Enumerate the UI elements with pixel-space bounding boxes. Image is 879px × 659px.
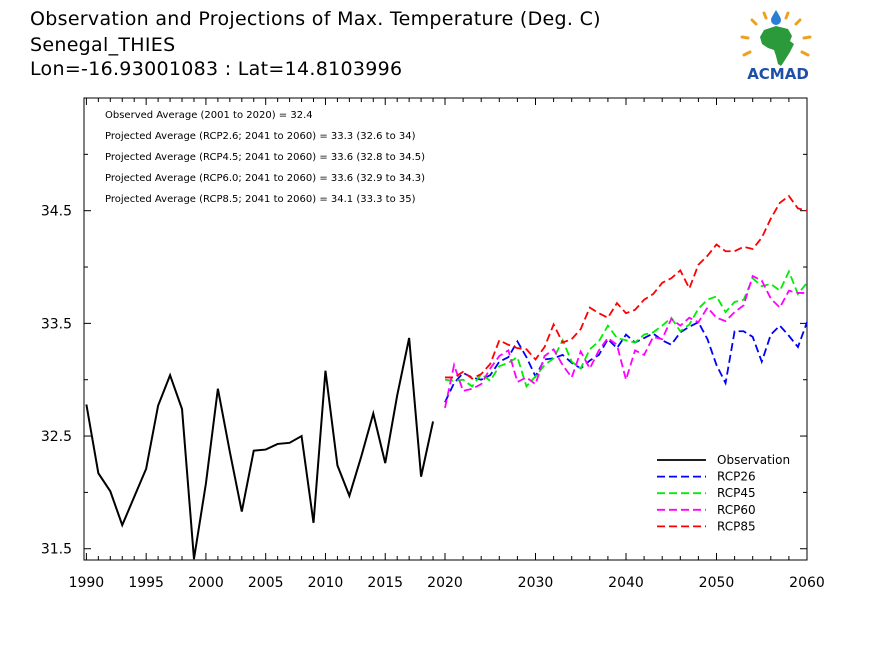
legend-label: RCP26 xyxy=(717,470,756,484)
x-tick-label: 2010 xyxy=(308,575,344,591)
station-name: Senegal_THIES xyxy=(30,34,176,56)
x-tick-label: 2020 xyxy=(427,575,463,591)
y-tick-label: 34.5 xyxy=(41,204,72,220)
x-tick-label: 1995 xyxy=(128,575,164,591)
annotation-text: Projected Average (RCP6.0; 2041 to 2060)… xyxy=(105,173,425,184)
africa-map-icon xyxy=(760,26,794,66)
x-tick-label: 2005 xyxy=(248,575,284,591)
legend-label: RCP85 xyxy=(717,519,756,533)
observation-line xyxy=(85,337,435,560)
page-title: Observation and Projections of Max. Temp… xyxy=(30,8,601,30)
annotation-text: Projected Average (RCP8.5; 2041 to 2060)… xyxy=(105,194,416,205)
x-tick-label: 2050 xyxy=(699,575,735,591)
legend-label: Observation xyxy=(717,453,790,467)
y-tick-label: 31.5 xyxy=(41,542,72,558)
x-tick-label: 2060 xyxy=(789,575,825,591)
series-line-rcp85 xyxy=(445,194,808,380)
annotation-text: Projected Average (RCP2.6; 2041 to 2060)… xyxy=(105,131,416,142)
logo-text: ACMAD xyxy=(747,65,809,83)
legend-label: RCP45 xyxy=(717,486,756,500)
legend-label: RCP60 xyxy=(717,503,756,517)
plot-frame xyxy=(83,97,808,561)
series-line-rcp60 xyxy=(444,274,807,409)
series-line-rcp45 xyxy=(444,269,808,389)
x-tick-label: 2015 xyxy=(367,575,403,591)
water-drop-icon xyxy=(771,10,781,25)
sun-ray-icon xyxy=(740,11,812,57)
acmad-logo: ACMAD xyxy=(738,8,818,84)
y-tick-label: 32.5 xyxy=(41,429,72,445)
x-tick-label: 2040 xyxy=(608,575,644,591)
annotation-text: Observed Average (2001 to 2020) = 32.4 xyxy=(105,110,313,121)
x-tick-label: 2030 xyxy=(518,575,554,591)
x-tick-label: 1990 xyxy=(69,575,105,591)
annotation-text: Projected Average (RCP4.5; 2041 to 2060)… xyxy=(105,152,425,163)
series-line-rcp26 xyxy=(444,321,808,403)
x-tick-label: 2000 xyxy=(188,575,224,591)
coordinates-label: Lon=-16.93001083 : Lat=14.8103996 xyxy=(30,58,403,80)
y-tick-label: 33.5 xyxy=(41,316,72,332)
